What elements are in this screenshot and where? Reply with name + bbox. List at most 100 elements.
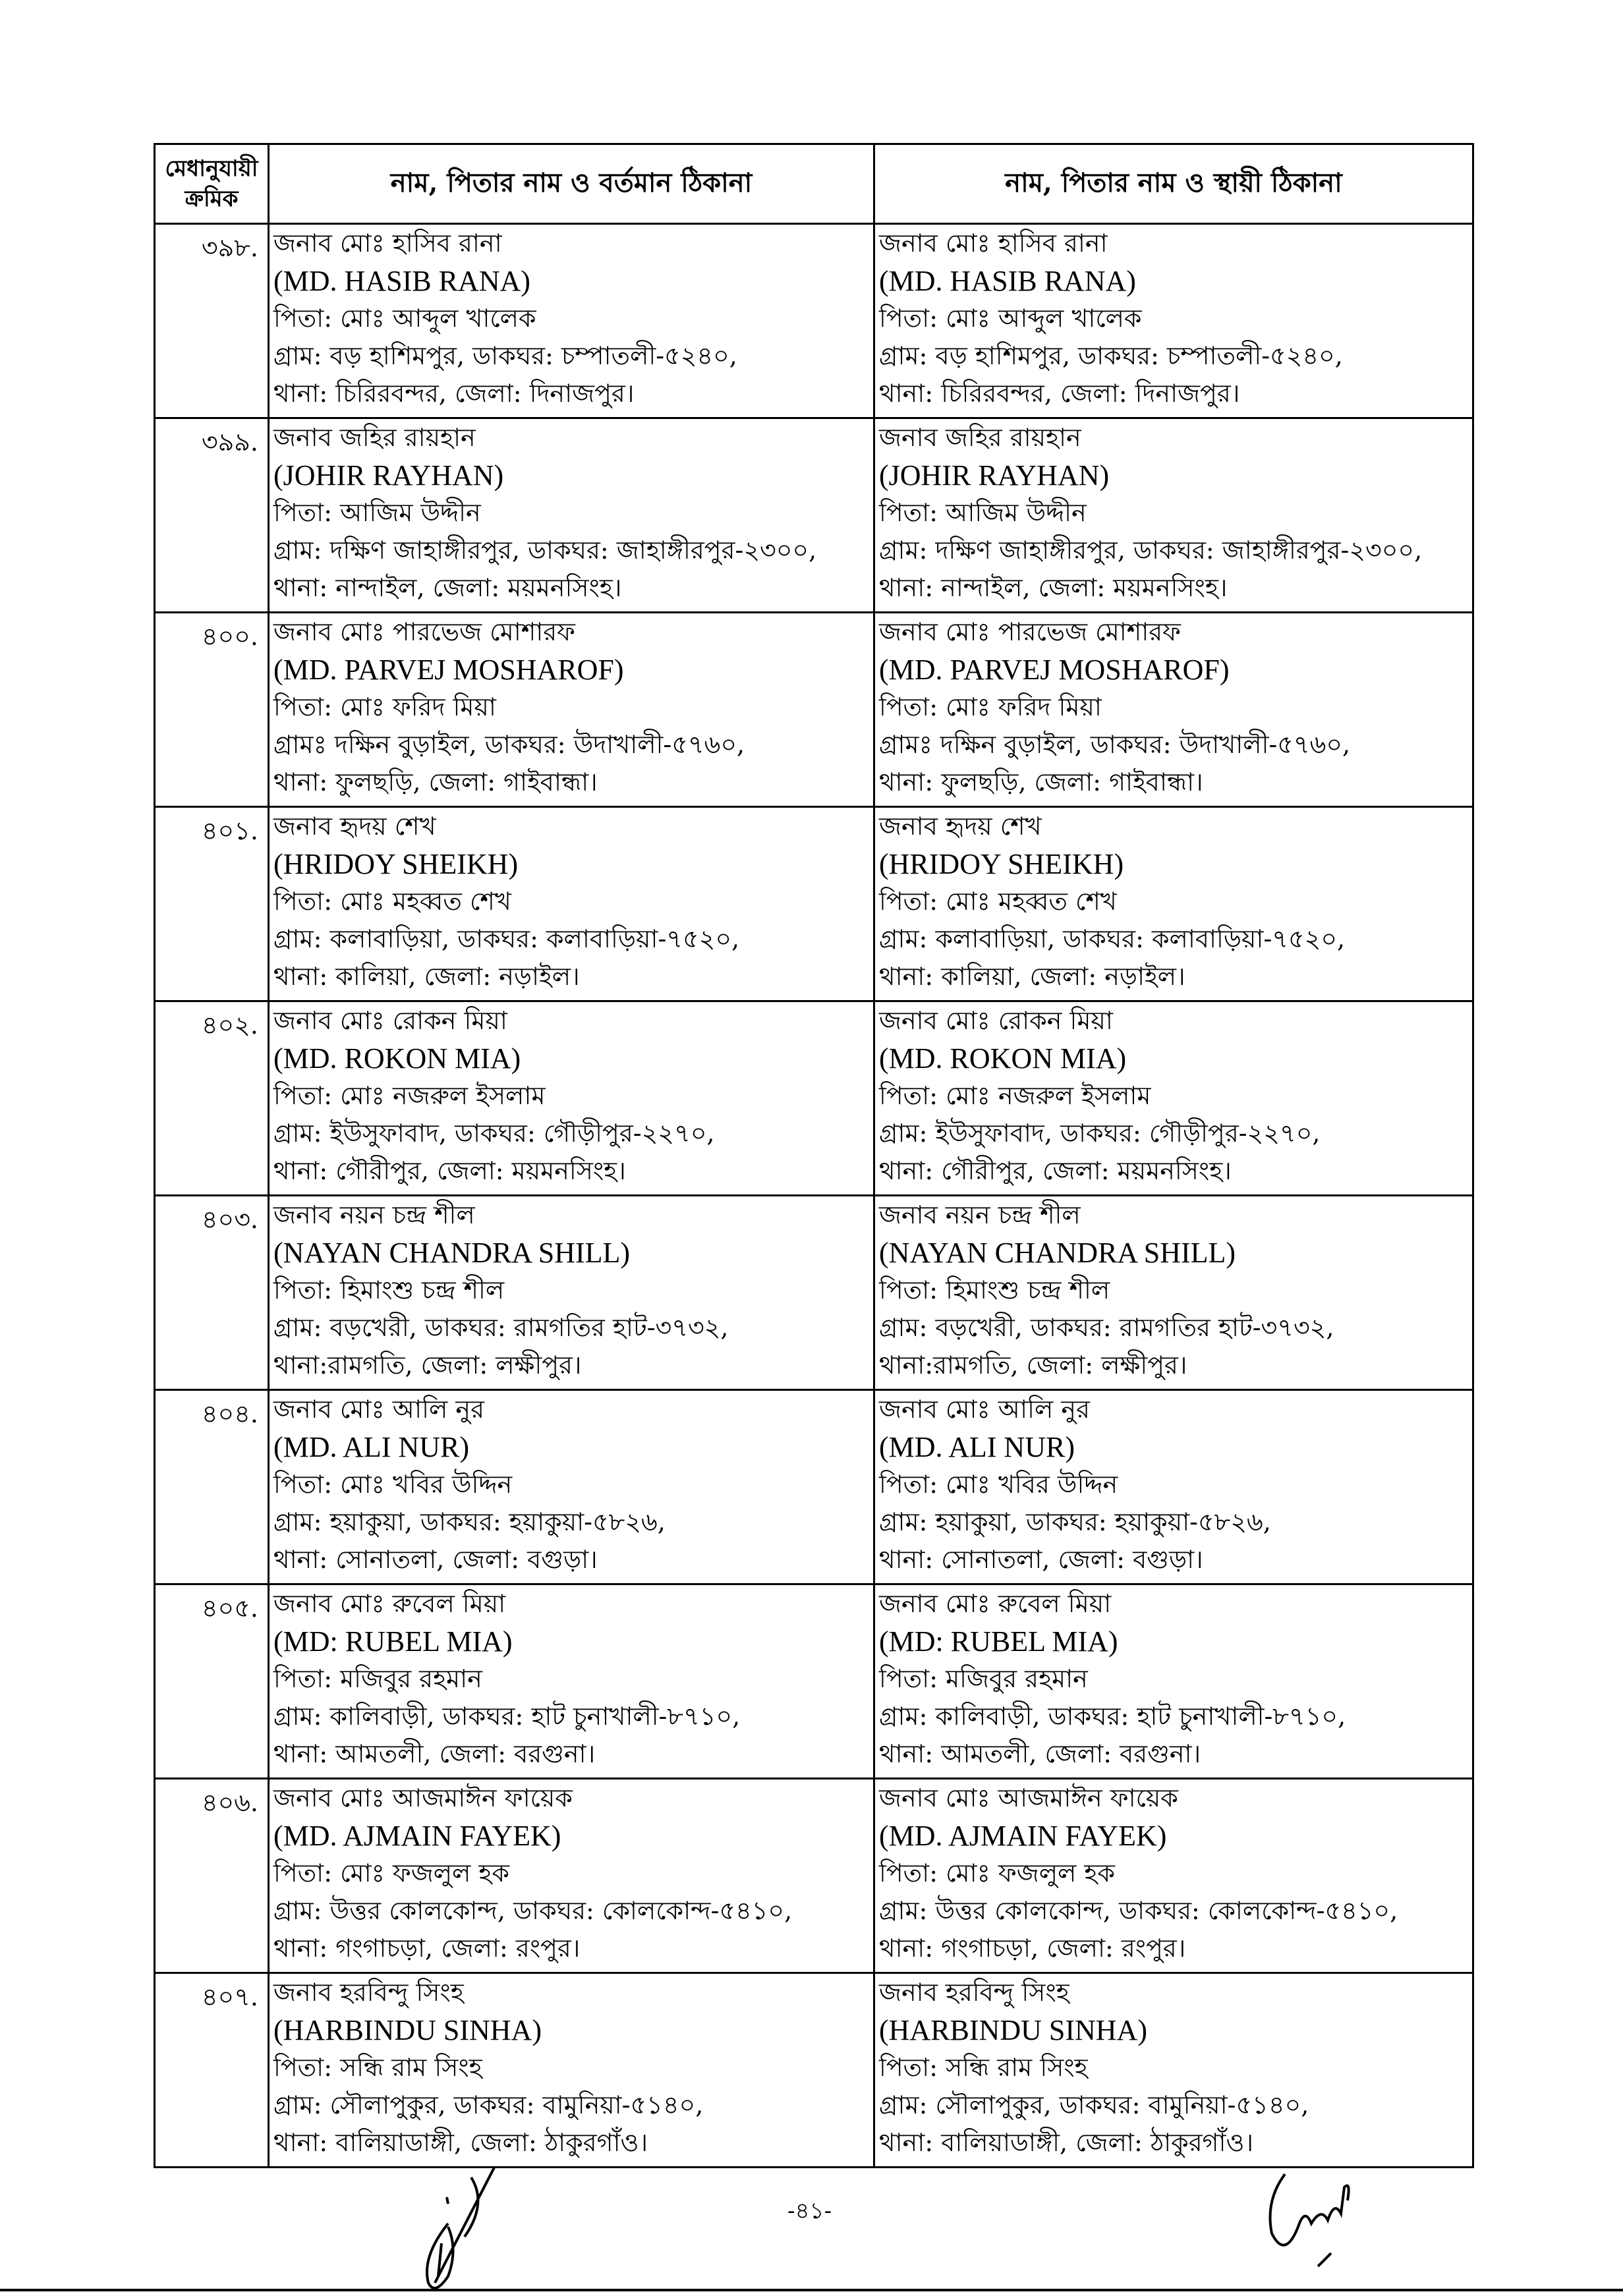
name-bn: জনাব হরবিন্দু সিংহ	[879, 1978, 1069, 2007]
present-address-cell: জনাব মোঃ আলি নুর (MD. ALI NUR) পিতা: মোঃ খ…	[268, 1389, 875, 1585]
present-address-cell: জনাব মোঃ পারভেজ মোশারফ (MD. PARVEJ MOSHAR…	[268, 611, 875, 808]
permanent-address-cell: জনাব জহির রায়হান (JOHIR RAYHAN) পিতা: আজি…	[873, 417, 1474, 613]
table-row: ৪০০. জনাব মোঃ পারভেজ মোশারফ (MD. PARVEJ MO…	[154, 611, 1474, 808]
father-name: পিতা: মোঃ মহব্বত শেখ	[879, 887, 1117, 916]
name-bn: জনাব মোঃ হাসিব রানা	[273, 229, 502, 258]
name-bn: জনাব নয়ন চন্দ্র শীল	[273, 1200, 475, 1229]
thana-district: থানা: কালিয়া, জেলা: নড়াইল।	[273, 962, 580, 991]
permanent-address-cell: জনাব মোঃ হাসিব রানা (MD. HASIB RANA) পিতা:…	[873, 223, 1474, 419]
father-name: পিতা: মোঃ ফরিদ মিয়া	[273, 692, 496, 721]
father-name: পিতা: মোঃ আব্দুল খালেক	[879, 304, 1142, 333]
name-bn: জনাব হৃদয় শেখ	[879, 812, 1042, 841]
name-bn: জনাব মোঃ পারভেজ মোশারফ	[273, 617, 575, 646]
permanent-address-cell: জনাব মোঃ পারভেজ মোশারফ (MD. PARVEJ MOSHAR…	[873, 611, 1474, 808]
permanent-address-cell: জনাব হৃদয় শেখ (HRIDOY SHEIKH) পিতা: মোঃ ম…	[873, 806, 1474, 1002]
village-postoffice: গ্রাম: কলাবাড়িয়া, ডাকঘর: কলাবাড়িয়া-৭…	[273, 924, 740, 953]
father-name: পিতা: মোঃ খবির উদ্দিন	[273, 1470, 513, 1499]
table-row: ৪০৪. জনাব মোঃ আলি নুর (MD. ALI NUR) পিতা: ম…	[154, 1389, 1474, 1585]
name-en: (HRIDOY SHEIKH)	[273, 848, 519, 880]
serial-number: ৪০৩.	[154, 1194, 270, 1391]
table-row: ৪০৭. জনাব হরবিন্দু সিংহ (HARBINDU SINHA) পি…	[154, 1972, 1474, 2168]
name-bn: জনাব জহির রায়হান	[273, 423, 476, 452]
name-bn: জনাব হরবিন্দু সিংহ	[273, 1978, 464, 2007]
father-name: পিতা: মোঃ নজরুল ইসলাম	[879, 1081, 1151, 1110]
village-postoffice: গ্রাম: কালিবাড়ী, ডাকঘর: হাট চুনাখালী-৮৭…	[273, 1702, 741, 1731]
thana-district: থানা: আমতলী, জেলা: বরগুনা।	[273, 1739, 596, 1768]
thana-district: থানা:রামগতি, জেলা: লক্ষীপুর।	[273, 1351, 582, 1380]
thana-district: থানা: ফুলছড়ি, জেলা: গাইবান্ধা।	[273, 768, 598, 797]
father-name: পিতা: সন্ধি রাম সিংহ	[879, 2053, 1088, 2082]
permanent-address-cell: জনাব মোঃ আলি নুর (MD. ALI NUR) পিতা: মোঃ খ…	[873, 1389, 1474, 1585]
name-en: (MD. PARVEJ MOSHAROF)	[273, 654, 624, 686]
name-bn: জনাব মোঃ আলি নুর	[879, 1395, 1090, 1424]
serial-number: ৩৯৯.	[154, 417, 270, 613]
father-name: পিতা: হিমাংশু চন্দ্র শীল	[879, 1275, 1110, 1304]
village-postoffice: গ্রাম: ইউসুফাবাদ, ডাকঘর: গৌড়ীপুর-২২৭০,	[273, 1119, 715, 1148]
name-en: (NAYAN CHANDRA SHILL)	[879, 1237, 1236, 1269]
name-bn: জনাব মোঃ রোকন মিয়া	[879, 1006, 1113, 1035]
name-en: (MD: RUBEL MIA)	[273, 1625, 513, 1658]
father-name: পিতা: আজিম উদ্দীন	[273, 498, 481, 527]
village-postoffice: গ্রামঃ দক্ষিন বুড়াইল, ডাকঘর: উদাখালী-৫৭…	[273, 730, 745, 759]
village-postoffice: গ্রাম: দক্ষিণ জাহাঙ্গীরপুর, ডাকঘর: জাহাঙ…	[273, 536, 817, 565]
name-en: (HARBINDU SINHA)	[879, 2014, 1147, 2046]
name-en: (HARBINDU SINHA)	[273, 2014, 542, 2046]
thana-district: থানা: চিরিরবন্দর, জেলা: দিনাজপুর।	[879, 379, 1240, 408]
present-address-cell: জনাব মোঃ হাসিব রানা (MD. HASIB RANA) পিতা:…	[268, 223, 875, 419]
thana-district: থানা: সোনাতলা, জেলা: বগুড়া।	[273, 1545, 598, 1574]
present-address-cell: জনাব মোঃ রোকন মিয়া (MD. ROKON MIA) পিতা: …	[268, 1000, 875, 1196]
present-address-cell: জনাব নয়ন চন্দ্র শীল (NAYAN CHANDRA SHILL…	[268, 1194, 875, 1391]
name-bn: জনাব নয়ন চন্দ্র শীল	[879, 1200, 1081, 1229]
name-en: (NAYAN CHANDRA SHILL)	[273, 1237, 631, 1269]
thana-district: থানা: গৌরীপুর, জেলা: ময়মনসিংহ।	[879, 1156, 1232, 1185]
table-row: ৩৯৯. জনাব জহির রায়হান (JOHIR RAYHAN) পিতা:…	[154, 417, 1474, 613]
table-row: ৪০৩. জনাব নয়ন চন্দ্র শীল (NAYAN CHANDRA S…	[154, 1194, 1474, 1391]
permanent-address-cell: জনাব মোঃ আজমাঈন ফায়েক (MD. AJMAIN FAYEK)…	[873, 1778, 1474, 1974]
name-en: (MD. HASIB RANA)	[273, 265, 530, 297]
name-en: (MD: RUBEL MIA)	[879, 1625, 1118, 1658]
father-name: পিতা: মোঃ ফজলুল হক	[879, 1859, 1115, 1888]
father-name: পিতা: মজিবুর রহমান	[879, 1664, 1088, 1693]
village-postoffice: গ্রাম: বড়খেরী, ডাকঘর: রামগতির হাট-৩৭৩২,	[879, 1313, 1334, 1342]
father-name: পিতা: মোঃ মহব্বত শেখ	[273, 887, 511, 916]
name-bn: জনাব মোঃ রুবেল মিয়া	[273, 1589, 506, 1618]
table-row: ৪০৬. জনাব মোঃ আজমাঈন ফায়েক (MD. AJMAIN FA…	[154, 1778, 1474, 1974]
thana-district: থানা: গংগাচড়া, জেলা: রংপুর।	[879, 1934, 1186, 1963]
village-postoffice: গ্রাম: কলাবাড়িয়া, ডাকঘর: কলাবাড়িয়া-৭…	[879, 924, 1346, 953]
name-en: (MD. ROKON MIA)	[273, 1042, 521, 1075]
name-en: (MD. AJMAIN FAYEK)	[879, 1820, 1167, 1852]
thana-district: থানা:রামগতি, জেলা: লক্ষীপুর।	[879, 1351, 1187, 1380]
village-postoffice: গ্রাম: কালিবাড়ী, ডাকঘর: হাট চুনাখালী-৮৭…	[879, 1702, 1346, 1731]
thana-district: থানা: গংগাচড়া, জেলা: রংপুর।	[273, 1934, 581, 1963]
table-row: ৪০১. জনাব হৃদয় শেখ (HRIDOY SHEIKH) পিতা: ম…	[154, 806, 1474, 1002]
serial-number: ৪০৫.	[154, 1583, 270, 1779]
village-postoffice: গ্রাম: উত্তর কোলকোন্দ, ডাকঘর: কোলকোন্দ-৫…	[273, 1896, 793, 1925]
name-bn: জনাব মোঃ রোকন মিয়া	[273, 1006, 507, 1035]
serial-number: ৪০১.	[154, 806, 270, 1002]
name-en: (JOHIR RAYHAN)	[879, 459, 1110, 491]
thana-district: থানা: কালিয়া, জেলা: নড়াইল।	[879, 962, 1185, 991]
thana-district: থানা: বালিয়াডাঙ্গী, জেলা: ঠাকুরগাঁও।	[879, 2128, 1254, 2157]
page-number: -৪১-	[787, 2198, 832, 2224]
permanent-address-cell: জনাব মোঃ রুবেল মিয়া (MD: RUBEL MIA) পিতা:…	[873, 1583, 1474, 1779]
father-name: পিতা: মোঃ ফরিদ মিয়া	[879, 692, 1102, 721]
village-postoffice: গ্রামঃ দক্ষিন বুড়াইল, ডাকঘর: উদাখালী-৫৭…	[879, 730, 1351, 759]
present-address-cell: জনাব জহির রায়হান (JOHIR RAYHAN) পিতা: আজি…	[268, 417, 875, 613]
serial-number: ৪০৭.	[154, 1972, 270, 2168]
name-en: (MD. PARVEJ MOSHAROF)	[879, 654, 1230, 686]
name-en: (MD. ROKON MIA)	[879, 1042, 1127, 1075]
serial-number: ৪০৪.	[154, 1389, 270, 1585]
serial-number: ৪০৬.	[154, 1778, 270, 1974]
candidate-table: মেধানুযায়ী ক্রমিক নাম, পিতার নাম ও বর্ত…	[154, 143, 1474, 2168]
father-name: পিতা: মোঃ ফজলুল হক	[273, 1859, 509, 1888]
village-postoffice: গ্রাম: বড়খেরী, ডাকঘর: রামগতির হাট-৩৭৩২,	[273, 1313, 729, 1342]
father-name: পিতা: মোঃ আব্দুল খালেক	[273, 304, 536, 333]
village-postoffice: গ্রাম: উত্তর কোলকোন্দ, ডাকঘর: কোলকোন্দ-৫…	[879, 1896, 1398, 1925]
name-en: (MD. AJMAIN FAYEK)	[273, 1820, 561, 1852]
name-bn: জনাব মোঃ পারভেজ মোশারফ	[879, 617, 1181, 646]
village-postoffice: গ্রাম: বড় হাশিমপুর, ডাকঘর: চম্পাতলী-৫২৪…	[273, 341, 737, 370]
village-postoffice: গ্রাম: সৌলাপুকুর, ডাকঘর: বামুনিয়া-৫১৪০,	[273, 2090, 704, 2119]
thana-district: থানা: বালিয়াডাঙ্গী, জেলা: ঠাকুরগাঁও।	[273, 2128, 648, 2157]
father-name: পিতা: আজিম উদ্দীন	[879, 498, 1087, 527]
name-bn: জনাব মোঃ আজমাঈন ফায়েক	[879, 1783, 1178, 1812]
